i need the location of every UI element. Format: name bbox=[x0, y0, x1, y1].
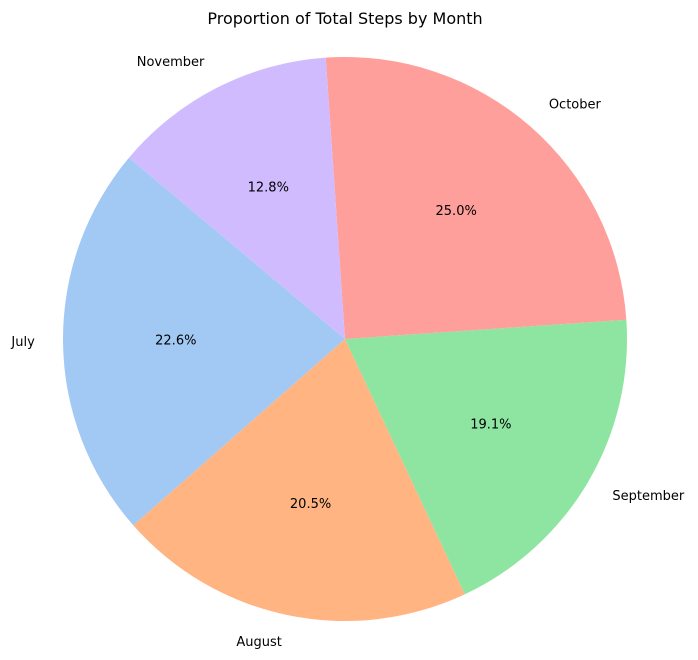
pie-slice-july bbox=[63, 157, 345, 526]
pie-slice-august bbox=[133, 339, 465, 621]
pct-label-november: 12.8% bbox=[248, 181, 289, 196]
chart-title: Proportion of Total Steps by Month bbox=[207, 9, 482, 28]
pct-label-july: 22.6% bbox=[155, 334, 196, 349]
pie-slice-september bbox=[345, 319, 627, 595]
pie-labels: 22.6% July 20.5% August 19.1% September 25.0% O… bbox=[10, 55, 684, 650]
category-label-september: September bbox=[612, 489, 685, 504]
pct-label-august: 20.5% bbox=[290, 497, 331, 512]
category-label-august: August bbox=[236, 635, 282, 650]
category-label-november: November bbox=[137, 55, 205, 70]
category-label-july: July bbox=[10, 335, 35, 350]
pct-label-september: 19.1% bbox=[470, 417, 511, 432]
pie-slices bbox=[63, 57, 627, 621]
pct-label-october: 25.0% bbox=[436, 204, 477, 219]
pie-slice-november bbox=[128, 57, 345, 339]
category-label-october: October bbox=[549, 98, 602, 113]
pie-slice-october bbox=[325, 57, 627, 339]
